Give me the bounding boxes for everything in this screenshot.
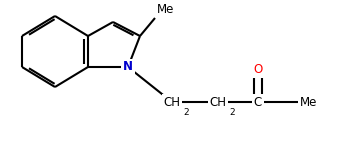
Text: Me: Me [157,3,174,16]
Text: CH: CH [209,95,227,109]
Text: N: N [123,61,133,74]
Text: Me: Me [300,95,317,109]
Text: C: C [254,95,262,109]
Text: O: O [253,64,262,77]
Text: CH: CH [163,95,180,109]
Text: 2: 2 [183,108,189,117]
Text: 2: 2 [229,108,234,117]
